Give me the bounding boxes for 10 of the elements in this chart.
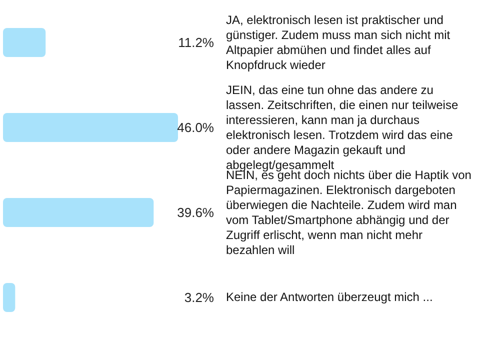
bar bbox=[3, 198, 154, 227]
data-label: 11.2% bbox=[178, 35, 214, 50]
bar bbox=[3, 28, 46, 57]
data-label: 39.6% bbox=[177, 205, 214, 220]
bar bbox=[3, 283, 16, 312]
bar bbox=[3, 113, 178, 142]
data-label: 46.0% bbox=[177, 120, 214, 135]
y-tick-label: Keine der Antworten überzeugt mich ... bbox=[226, 290, 433, 305]
data-label: 3.2% bbox=[184, 290, 214, 305]
y-tick-label: JA, elektronisch lesen ist praktischer und günstiger. Zudem muss man sich nicht mit Altpapier abmühen und findet alles auf Knopfdruck wieder bbox=[226, 12, 452, 72]
